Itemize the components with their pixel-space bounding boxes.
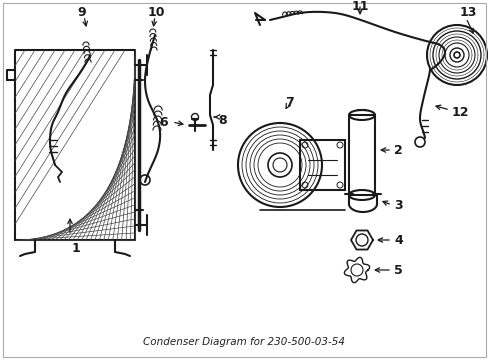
Text: 4: 4 [393, 234, 402, 247]
Text: Condenser Diagram for 230-500-03-54: Condenser Diagram for 230-500-03-54 [142, 337, 345, 347]
Text: 13: 13 [459, 5, 476, 18]
Text: 1: 1 [72, 242, 81, 255]
Text: 10: 10 [148, 5, 165, 18]
Text: 2: 2 [393, 144, 402, 157]
Text: 9: 9 [78, 5, 86, 18]
Text: 11: 11 [350, 0, 368, 13]
Bar [299, 140, 345, 190]
Text: 12: 12 [451, 105, 468, 118]
Text: 6: 6 [159, 116, 168, 129]
Text: 3: 3 [393, 198, 402, 212]
Text: 7: 7 [285, 95, 294, 108]
Text: 8: 8 [218, 113, 226, 126]
Text: 5: 5 [393, 264, 402, 276]
